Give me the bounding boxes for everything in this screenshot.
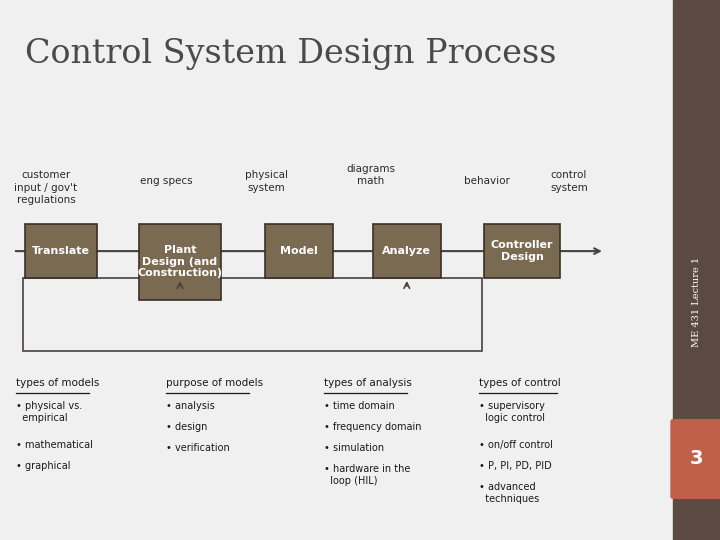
Bar [484,224,560,278]
Text: Model: Model [280,246,318,256]
Bar [265,224,333,278]
Text: Translate: Translate [32,246,90,256]
Text: behavior: behavior [464,176,510,186]
Bar [373,224,441,278]
Text: ME 431 Lecture 1: ME 431 Lecture 1 [692,258,701,347]
Text: • simulation: • simulation [324,443,384,453]
FancyBboxPatch shape [670,419,720,499]
Text: purpose of models: purpose of models [166,378,263,388]
Text: types of models: types of models [16,378,99,388]
Text: Control System Design Process: Control System Design Process [25,38,557,70]
Text: • analysis: • analysis [166,401,215,411]
Text: • advanced
  techniques: • advanced techniques [479,482,539,504]
Text: • design: • design [166,422,207,432]
Text: eng specs: eng specs [140,176,193,186]
Bar [138,224,222,300]
Text: 3: 3 [690,449,703,469]
Text: Plant
Design (and
Construction): Plant Design (and Construction) [138,245,222,279]
Bar [673,0,720,540]
Text: customer
input / gov't
regulations: customer input / gov't regulations [14,171,78,205]
Text: • time domain: • time domain [324,401,395,411]
Text: • supervisory
  logic control: • supervisory logic control [479,401,545,423]
Text: control
system: control system [550,171,588,193]
Text: diagrams
math: diagrams math [346,164,395,186]
Text: • physical vs.
  empirical: • physical vs. empirical [16,401,82,423]
Text: • on/off control: • on/off control [479,440,553,450]
Text: types of analysis: types of analysis [324,378,412,388]
Text: • mathematical: • mathematical [16,440,93,450]
Text: • hardware in the
  loop (HIL): • hardware in the loop (HIL) [324,464,410,486]
Bar [23,278,482,351]
Text: types of control: types of control [479,378,561,388]
Bar [25,224,97,278]
Text: Controller
Design: Controller Design [491,240,553,262]
Text: • frequency domain: • frequency domain [324,422,421,432]
Text: • verification: • verification [166,443,230,453]
Text: physical
system: physical system [245,171,288,193]
Text: • P, PI, PD, PID: • P, PI, PD, PID [479,461,552,471]
Text: Analyze: Analyze [382,246,431,256]
Text: • graphical: • graphical [16,461,71,471]
